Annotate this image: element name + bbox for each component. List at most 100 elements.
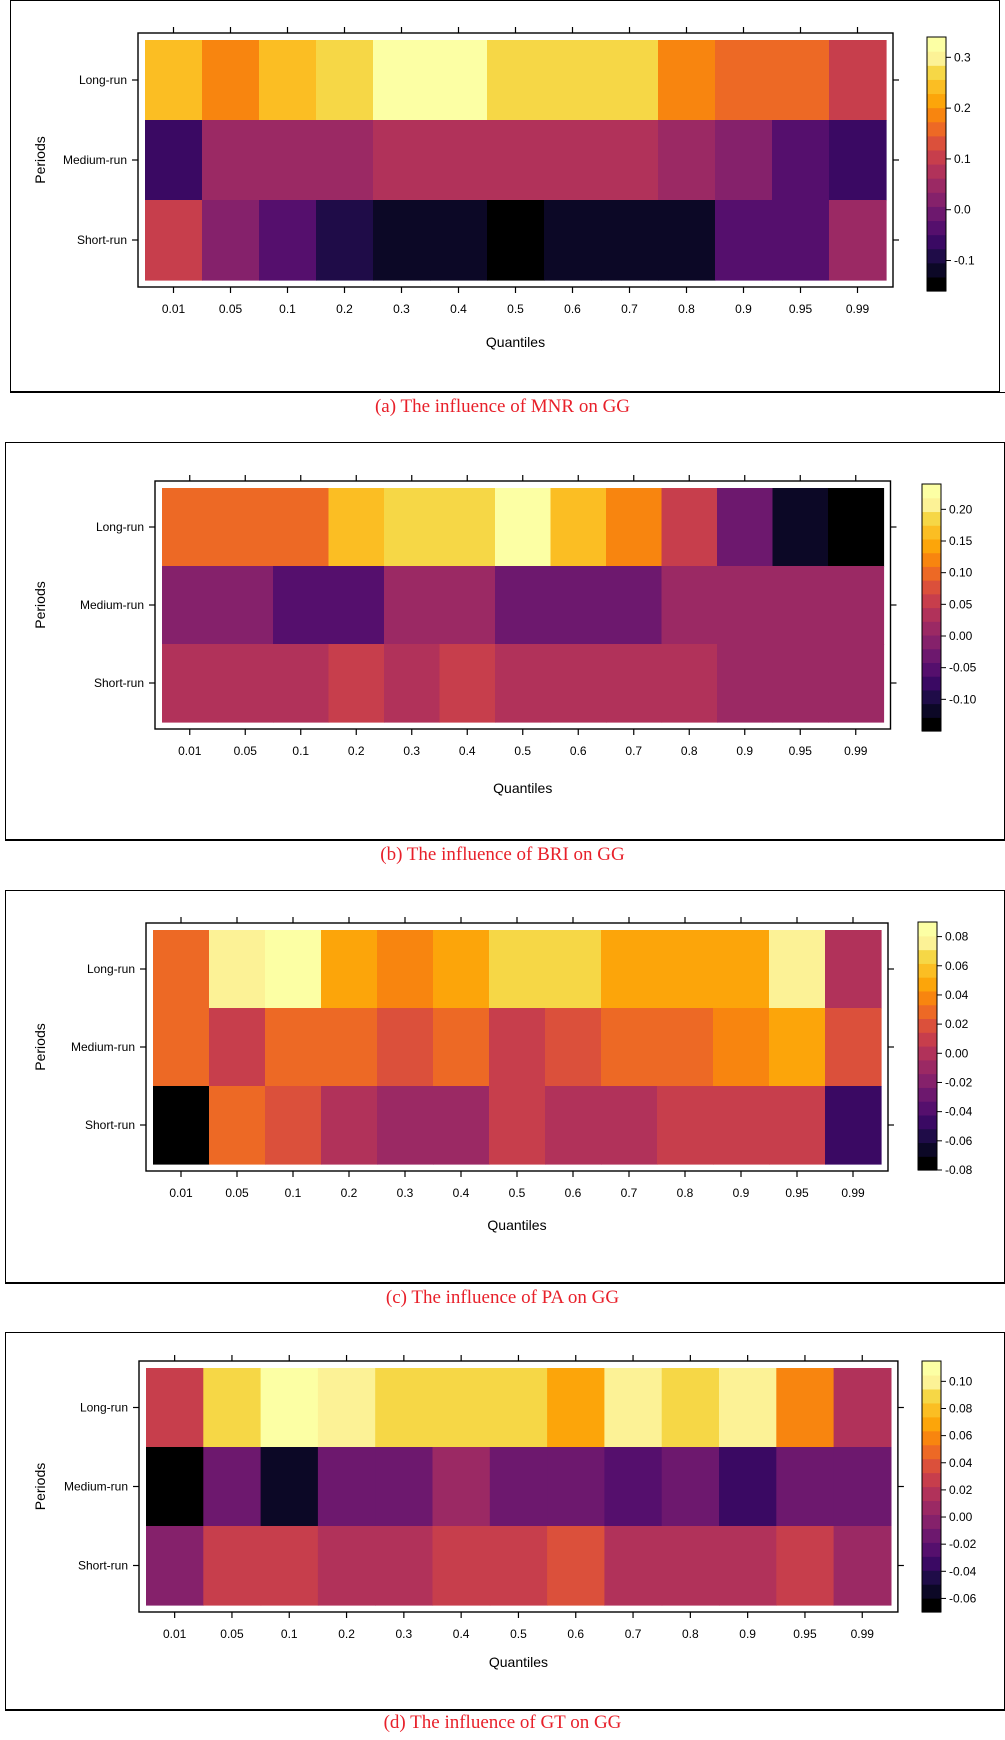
y-tick-label: Long-run: [79, 73, 127, 87]
colorbar-tick-label: 0.04: [945, 988, 969, 1002]
x-tick-label: 0.99: [841, 1186, 865, 1200]
x-tick-label: 0.2: [336, 302, 353, 316]
heatmap-cell: [545, 1008, 602, 1087]
colorbar-segment: [922, 1514, 941, 1529]
colorbar-segment: [927, 206, 946, 222]
heatmap-cell: [145, 200, 203, 281]
colorbar-segment: [922, 703, 941, 718]
heatmap-cell: [550, 566, 607, 645]
heatmap-cell: [321, 930, 378, 1009]
heatmap-cell: [658, 120, 716, 201]
heatmap-cell: [153, 1008, 210, 1087]
heatmap-cell: [209, 1008, 266, 1087]
heatmap-cell: [719, 1447, 777, 1527]
heatmap-cell: [829, 120, 887, 201]
colorbar-tick-label: 0.10: [949, 566, 973, 580]
colorbar-segment: [927, 220, 946, 236]
heatmap-cell: [209, 1086, 266, 1165]
heatmap-cell: [547, 1447, 605, 1527]
heatmap-cell: [544, 200, 602, 281]
colorbar-segment: [918, 1156, 937, 1171]
colorbar-segment: [922, 1458, 941, 1474]
colorbar-segment: [927, 192, 946, 207]
x-tick-label: 0.01: [162, 302, 186, 316]
colorbar-tick-label: 0.04: [949, 1456, 973, 1470]
heatmap-cell: [715, 200, 773, 281]
x-tick-label: 0.5: [509, 1186, 526, 1200]
y-axis-title: Periods: [32, 581, 48, 628]
x-tick-label: 0.99: [844, 744, 868, 758]
colorbar-segment: [922, 662, 941, 677]
heatmap-cell: [495, 644, 552, 723]
heatmap-cell: [601, 1008, 658, 1087]
x-tick-label: 0.7: [621, 302, 638, 316]
heatmap-cell: [489, 1447, 548, 1527]
y-tick-label: Medium-run: [71, 1040, 135, 1054]
heatmap-cell: [260, 1368, 319, 1448]
colorbar-tick-label: 0.05: [949, 597, 973, 611]
colorbar-tick-label: -0.05: [949, 661, 977, 675]
heatmap-cell: [713, 1008, 770, 1087]
x-tick-label: 0.4: [450, 302, 467, 316]
y-tick-label: Long-run: [80, 1401, 128, 1415]
colorbar-segment: [918, 1142, 937, 1157]
heatmap-cell: [162, 644, 219, 723]
heatmap-cell: [601, 120, 659, 201]
x-tick-label: 0.8: [681, 744, 698, 758]
y-tick-label: Medium-run: [80, 598, 144, 612]
colorbar-tick-label: -0.04: [949, 1564, 977, 1578]
x-tick-label: 0.2: [341, 1186, 358, 1200]
colorbar-segment: [922, 1472, 941, 1488]
x-tick-label: 0.6: [570, 744, 587, 758]
heatmap-cell: [829, 200, 887, 281]
colorbar-tick-label: 0.00: [945, 1046, 969, 1060]
heatmap-cell: [328, 566, 385, 645]
colorbar-segment: [922, 1598, 941, 1613]
colorbar-segment: [922, 621, 941, 636]
colorbar-tick-label: 0.00: [949, 1510, 973, 1524]
heatmap-cell: [217, 488, 274, 567]
heatmap-cell: [717, 566, 774, 645]
heatmap-cell: [259, 40, 317, 121]
heatmap-cell: [772, 488, 829, 567]
colorbar-segment: [918, 1114, 937, 1130]
x-tick-label: 0.05: [234, 744, 258, 758]
colorbar-tick-label: -0.1: [954, 254, 975, 268]
colorbar-segment: [922, 1416, 941, 1432]
heatmap-cell: [601, 200, 659, 281]
heatmap-cell: [828, 488, 885, 567]
heatmap-cell: [489, 1526, 548, 1606]
colorbar-tick-label: 0.08: [945, 930, 969, 944]
colorbar-segment: [922, 525, 941, 540]
heatmap-cell: [719, 1526, 777, 1606]
panel-b-divider: [5, 840, 1005, 841]
heatmap-cell: [772, 566, 829, 645]
heatmap-cell: [547, 1526, 605, 1606]
heatmap-cell: [146, 1447, 204, 1527]
colorbar-segment: [922, 552, 941, 567]
x-tick-label: 0.8: [682, 1627, 699, 1641]
heatmap-cell: [153, 1086, 210, 1165]
colorbar-segment: [927, 178, 946, 193]
x-tick-label: 0.5: [507, 302, 524, 316]
x-tick-label: 0.6: [565, 1186, 582, 1200]
colorbar-segment: [922, 689, 941, 705]
heatmap-cell: [433, 1086, 490, 1165]
y-tick-label: Short-run: [85, 1118, 135, 1132]
y-tick-label: Medium-run: [64, 1480, 128, 1494]
heatmap-cell: [489, 1086, 546, 1165]
colorbar-segment: [927, 121, 946, 137]
colorbar-segment: [927, 93, 946, 109]
heatmap-cell: [604, 1368, 663, 1448]
colorbar-tick-label: 0.02: [945, 1017, 969, 1031]
heatmap-cell: [209, 930, 266, 1009]
heatmap-cell: [202, 40, 260, 121]
heatmap-cell: [658, 200, 716, 281]
colorbar-segment: [927, 164, 946, 179]
heatmap-cell: [433, 1008, 490, 1087]
colorbar-segment: [922, 1444, 941, 1460]
heatmap-cell: [604, 1526, 663, 1606]
colorbar-segment: [922, 676, 941, 691]
colorbar-segment: [922, 484, 941, 499]
heatmap-cell: [487, 40, 545, 121]
